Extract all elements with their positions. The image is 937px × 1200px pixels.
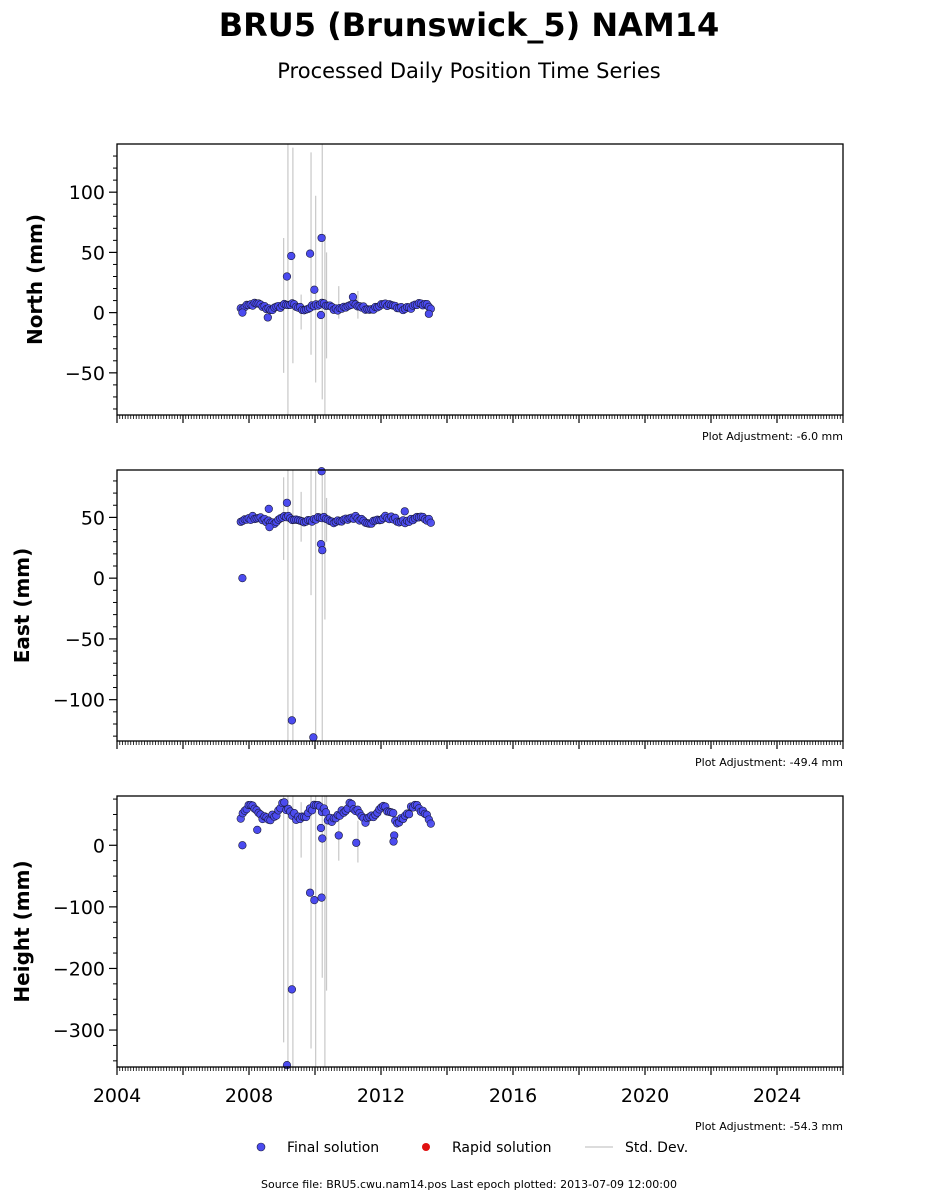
height-data-point [334,831,343,840]
north-data-point [263,313,272,322]
height-data-point [404,810,414,819]
legend: Final solution Rapid solution Std. Dev. [256,1140,688,1156]
north-ytick-label: 0 [93,303,105,325]
north-data-point [282,272,292,281]
east-data-point [238,574,247,583]
north-axes-frame [116,143,844,416]
height-data-point [280,798,289,807]
height-data-point [282,1061,292,1070]
east-ytick-label: 0 [93,568,105,590]
height-data-point [316,823,326,833]
height-data-point [426,819,435,828]
height-xtick-label: 2024 [753,1085,801,1107]
legend-rapid-label: Rapid solution [452,1140,552,1156]
height-axes-frame [116,795,844,1068]
east-data-point [264,504,273,513]
north-panel: −50 0 50 100 North (mm) Plot Adjustment: -6… [23,143,844,443]
north-data-point [305,249,315,258]
north-data-point [238,308,247,317]
north-data-point [287,251,296,261]
east-ytick-label: 50 [81,507,105,529]
height-data-point [389,808,398,818]
east-panel: −100 −50 0 50 East (mm) Plot Adjustment: -4… [10,467,844,769]
north-data-point [348,292,358,302]
east-data-point [317,467,326,476]
east-plot-adjustment: Plot Adjustment: -49.4 mm [695,756,843,769]
height-plot-adjustment: Plot Adjustment: -54.3 mm [695,1120,843,1133]
legend-final-marker [256,1142,266,1152]
height-xtick-label: 2016 [489,1085,537,1107]
height-ytick-label: 0 [93,835,105,857]
north-plot-adjustment: Plot Adjustment: -6.0 mm [702,430,843,443]
east-data-point [318,546,327,555]
east-data-point [287,716,297,725]
east-data-point [309,733,318,742]
height-data-point [310,895,319,905]
legend-rapid-marker [422,1143,430,1151]
height-data-point [253,825,262,834]
chart-title: BRU5 (Brunswick_5) NAM14 [219,6,720,44]
north-data-point [310,285,319,294]
chart-subtitle: Processed Daily Position Time Series [277,59,661,83]
east-ytick-label: −100 [53,690,105,712]
height-data-point [317,893,326,902]
north-ytick-label: 100 [69,182,105,204]
east-data-point [282,498,292,507]
height-data-point [318,834,327,843]
height-ytick-label: −300 [53,1020,105,1042]
height-data-point [352,838,361,847]
height-xtick-label: 2008 [225,1085,273,1107]
east-data-point [265,523,274,532]
legend-final-label: Final solution [287,1140,379,1156]
north-ylabel: North (mm) [23,214,47,345]
east-data-point [426,518,435,527]
height-data-point [305,888,315,897]
height-data-point [238,841,247,850]
height-data-point [389,837,398,846]
height-data-point [287,985,297,994]
legend-std-label: Std. Dev. [625,1140,688,1156]
height-xtick-label: 2012 [357,1085,405,1107]
height-xtick-label: 2004 [93,1085,141,1107]
source-footer: Source file: BRU5.cwu.nam14.pos Last epo… [261,1178,677,1191]
east-axes-frame [116,469,844,742]
north-data-point [316,310,326,320]
height-ytick-label: −200 [53,958,105,980]
east-data-point [400,507,409,516]
height-ytick-label: −100 [53,897,105,919]
height-ylabel: Height (mm) [10,860,34,1002]
height-xtick-label: 2020 [621,1085,669,1107]
north-ytick-label: −50 [65,363,105,385]
east-ylabel: East (mm) [10,548,34,664]
north-data-point [424,309,433,318]
north-ytick-label: 50 [81,242,105,264]
height-panel: −300 −200 −100 0 2004 2008 2012 2016 2020 2024 He… [10,795,844,1133]
east-ytick-label: −50 [65,629,105,651]
north-data-point [317,233,326,243]
